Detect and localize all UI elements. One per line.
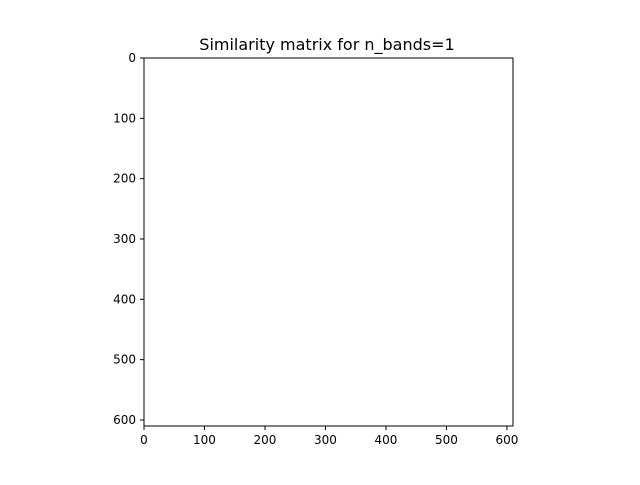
- x-tick-label: 0: [140, 433, 148, 447]
- y-tick-label: 500: [113, 353, 136, 367]
- matrix-image: [144, 58, 513, 426]
- x-tick-label: 300: [314, 433, 337, 447]
- x-tick-label: 600: [495, 433, 518, 447]
- x-axis-ticks: 0 100 200 300 400 500 600: [140, 426, 518, 447]
- y-tick-label: 600: [113, 413, 136, 427]
- x-tick-label: 100: [193, 433, 216, 447]
- y-tick-label: 400: [113, 292, 136, 306]
- x-tick-label: 400: [375, 433, 398, 447]
- x-tick-label: 500: [435, 433, 458, 447]
- x-tick-label: 200: [254, 433, 277, 447]
- y-tick-label: 300: [113, 232, 136, 246]
- y-tick-label: 0: [128, 51, 136, 65]
- y-tick-label: 100: [113, 111, 136, 125]
- plot-frame: [143, 57, 514, 427]
- y-axis-ticks: 0 100 200 300 400 500 600: [113, 51, 144, 427]
- chart-title: Similarity matrix for n_bands=1: [199, 35, 454, 55]
- y-tick-label: 200: [113, 172, 136, 186]
